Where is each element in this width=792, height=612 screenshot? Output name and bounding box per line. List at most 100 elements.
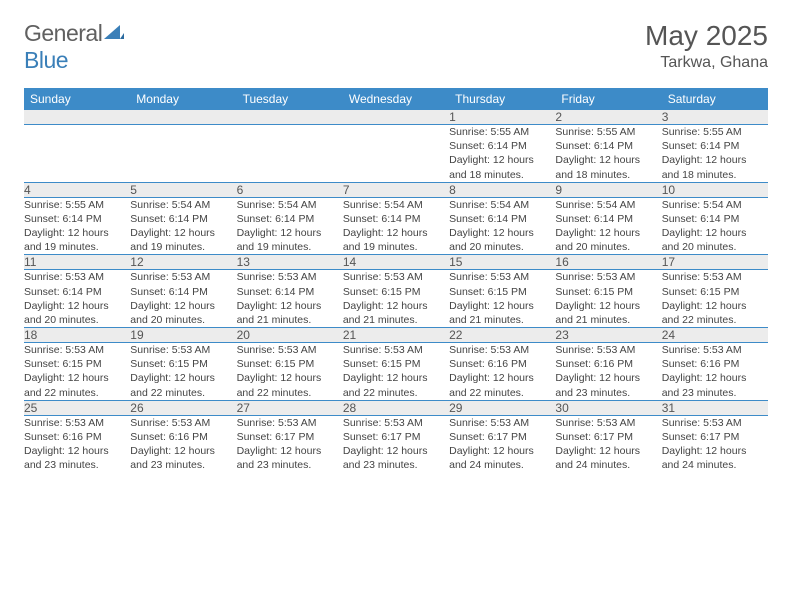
day-info: Sunrise: 5:53 AMSunset: 6:17 PMDaylight:… (449, 415, 555, 472)
info-line: Sunset: 6:14 PM (662, 212, 768, 226)
info-line: Sunset: 6:16 PM (555, 357, 661, 371)
info-line: Sunrise: 5:53 AM (449, 270, 555, 284)
info-line: and 23 minutes. (130, 458, 236, 472)
info-row: Sunrise: 5:53 AMSunset: 6:16 PMDaylight:… (24, 415, 768, 472)
info-line: and 18 minutes. (449, 168, 555, 182)
info-line: and 23 minutes. (24, 458, 130, 472)
info-line: Sunrise: 5:53 AM (662, 343, 768, 357)
info-line: and 19 minutes. (130, 240, 236, 254)
info-line: and 21 minutes. (449, 313, 555, 327)
day-info: Sunrise: 5:54 AMSunset: 6:14 PMDaylight:… (237, 197, 343, 255)
day-info: Sunrise: 5:53 AMSunset: 6:15 PMDaylight:… (237, 343, 343, 401)
logo-blue: Blue (24, 47, 68, 73)
info-line: Sunrise: 5:53 AM (237, 416, 343, 430)
logo-gray: General (24, 20, 102, 46)
day-info: Sunrise: 5:55 AMSunset: 6:14 PMDaylight:… (555, 125, 661, 183)
info-line: and 20 minutes. (24, 313, 130, 327)
info-line: and 22 minutes. (24, 386, 130, 400)
info-line: Sunrise: 5:53 AM (343, 416, 449, 430)
info-line: Sunrise: 5:54 AM (130, 198, 236, 212)
info-line: and 18 minutes. (555, 168, 661, 182)
info-line: Sunset: 6:16 PM (662, 357, 768, 371)
daynum-row: 123 (24, 110, 768, 125)
info-line: Daylight: 12 hours (555, 226, 661, 240)
logo-text: GeneralBlue (24, 20, 126, 74)
weekday-header: Saturday (662, 88, 768, 110)
day-number: 29 (449, 400, 555, 415)
day-number: 14 (343, 255, 449, 270)
info-line: Sunset: 6:17 PM (662, 430, 768, 444)
day-info: Sunrise: 5:53 AMSunset: 6:16 PMDaylight:… (555, 343, 661, 401)
info-line: Sunrise: 5:53 AM (24, 270, 130, 284)
info-line: and 21 minutes. (343, 313, 449, 327)
day-number: 18 (24, 328, 130, 343)
info-line: Daylight: 12 hours (555, 371, 661, 385)
day-info: Sunrise: 5:53 AMSunset: 6:15 PMDaylight:… (24, 343, 130, 401)
info-line: Sunrise: 5:53 AM (130, 343, 236, 357)
day-number: 12 (130, 255, 236, 270)
info-line: Sunrise: 5:53 AM (237, 270, 343, 284)
info-line: Sunrise: 5:53 AM (24, 343, 130, 357)
info-line: Sunset: 6:15 PM (24, 357, 130, 371)
day-info (24, 125, 130, 183)
day-number: 16 (555, 255, 661, 270)
info-line: Daylight: 12 hours (662, 444, 768, 458)
info-line: Sunset: 6:14 PM (24, 212, 130, 226)
day-number: 26 (130, 400, 236, 415)
info-row: Sunrise: 5:53 AMSunset: 6:15 PMDaylight:… (24, 343, 768, 401)
info-line: Sunset: 6:16 PM (24, 430, 130, 444)
info-line: Sunrise: 5:54 AM (662, 198, 768, 212)
day-number: 13 (237, 255, 343, 270)
info-line: Sunrise: 5:53 AM (343, 343, 449, 357)
weekday-header: Thursday (449, 88, 555, 110)
info-line: Daylight: 12 hours (237, 226, 343, 240)
info-line: Sunset: 6:14 PM (555, 139, 661, 153)
info-line: Sunrise: 5:54 AM (237, 198, 343, 212)
day-number: 11 (24, 255, 130, 270)
info-line: Daylight: 12 hours (555, 153, 661, 167)
info-line: Sunrise: 5:54 AM (343, 198, 449, 212)
info-line: Sunrise: 5:55 AM (555, 125, 661, 139)
info-line: Sunset: 6:16 PM (130, 430, 236, 444)
daynum-row: 45678910 (24, 182, 768, 197)
info-line: Sunrise: 5:54 AM (449, 198, 555, 212)
info-line: and 24 minutes. (449, 458, 555, 472)
info-line: and 19 minutes. (343, 240, 449, 254)
day-number: 2 (555, 110, 661, 125)
info-line: Sunrise: 5:53 AM (24, 416, 130, 430)
info-line: Daylight: 12 hours (24, 226, 130, 240)
day-info: Sunrise: 5:55 AMSunset: 6:14 PMDaylight:… (662, 125, 768, 183)
info-line: Daylight: 12 hours (449, 299, 555, 313)
info-line: Sunset: 6:15 PM (130, 357, 236, 371)
day-info: Sunrise: 5:53 AMSunset: 6:15 PMDaylight:… (449, 270, 555, 328)
day-number: 17 (662, 255, 768, 270)
info-line: Sunset: 6:15 PM (662, 285, 768, 299)
day-info: Sunrise: 5:54 AMSunset: 6:14 PMDaylight:… (343, 197, 449, 255)
day-info: Sunrise: 5:54 AMSunset: 6:14 PMDaylight:… (130, 197, 236, 255)
day-info: Sunrise: 5:53 AMSunset: 6:15 PMDaylight:… (555, 270, 661, 328)
info-line: and 24 minutes. (555, 458, 661, 472)
info-row: Sunrise: 5:55 AMSunset: 6:14 PMDaylight:… (24, 125, 768, 183)
info-line: Daylight: 12 hours (662, 371, 768, 385)
day-number: 21 (343, 328, 449, 343)
day-number: 8 (449, 182, 555, 197)
info-line: Sunset: 6:17 PM (555, 430, 661, 444)
info-line: Sunset: 6:15 PM (555, 285, 661, 299)
info-line: Daylight: 12 hours (237, 371, 343, 385)
info-line: and 23 minutes. (237, 458, 343, 472)
day-number: 4 (24, 182, 130, 197)
day-info: Sunrise: 5:53 AMSunset: 6:16 PMDaylight:… (130, 415, 236, 472)
info-line: Sunset: 6:17 PM (237, 430, 343, 444)
info-line: and 18 minutes. (662, 168, 768, 182)
day-info: Sunrise: 5:54 AMSunset: 6:14 PMDaylight:… (449, 197, 555, 255)
day-number: 9 (555, 182, 661, 197)
day-info: Sunrise: 5:53 AMSunset: 6:14 PMDaylight:… (130, 270, 236, 328)
info-line: Sunrise: 5:53 AM (130, 416, 236, 430)
info-line: Sunrise: 5:54 AM (555, 198, 661, 212)
day-info (343, 125, 449, 183)
info-row: Sunrise: 5:53 AMSunset: 6:14 PMDaylight:… (24, 270, 768, 328)
info-line: Daylight: 12 hours (130, 371, 236, 385)
info-line: and 22 minutes. (343, 386, 449, 400)
info-line: Sunrise: 5:53 AM (662, 416, 768, 430)
info-line: Sunset: 6:14 PM (237, 285, 343, 299)
